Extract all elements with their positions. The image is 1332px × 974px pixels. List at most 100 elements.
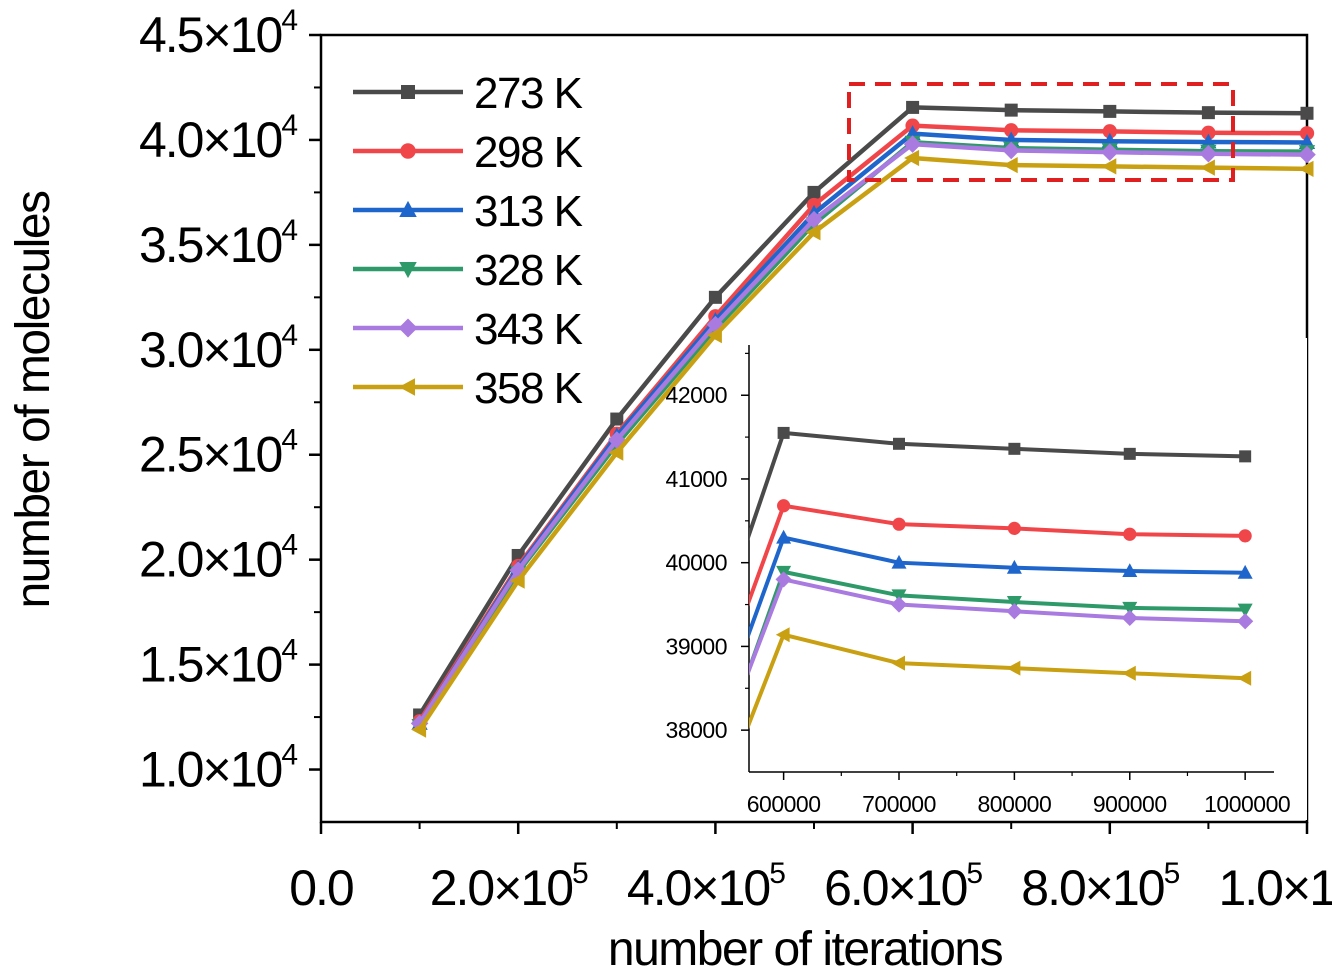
inset-x-tick-label: 1000000 — [1204, 791, 1290, 817]
inset-data-point — [1237, 670, 1252, 686]
legend-marker — [399, 200, 417, 217]
data-point — [509, 572, 525, 589]
inset-data-point — [1239, 450, 1252, 463]
inset-data-point — [1237, 613, 1254, 630]
legend-item: 328 K — [353, 246, 584, 295]
x-tick-label: 2.0×105 — [430, 857, 588, 916]
legend-label: 298 K — [474, 128, 583, 177]
y-tick-label: 2.5×104 — [139, 424, 297, 483]
inset-plot-area: 38000 39000 40000 41000 42000 600000 700000 800… — [666, 345, 1291, 817]
data-point — [903, 135, 922, 153]
data-point — [1103, 104, 1117, 118]
data-point — [1199, 159, 1215, 176]
data-point — [1298, 145, 1316, 164]
inset-series-line — [749, 632, 1246, 730]
legend-item: 313 K — [353, 187, 584, 236]
inset-x-tick-label: 700000 — [862, 791, 936, 817]
legend-marker — [399, 262, 417, 279]
y-tick-label: 1.0×104 — [139, 739, 297, 798]
data-point — [904, 149, 920, 167]
legend-marker — [401, 85, 415, 99]
y-tick-label: 2.0×104 — [139, 529, 297, 588]
inset-data-point — [891, 554, 907, 569]
inset-data-point — [893, 437, 905, 450]
inset-series-line — [749, 577, 1246, 676]
inset-x-tick-label: 800000 — [978, 791, 1052, 817]
inset-data-point — [891, 589, 907, 604]
inset-y-tick-label: 38000 — [666, 717, 727, 743]
series-358-k — [411, 149, 1314, 738]
data-point — [706, 326, 722, 344]
legend-item: 273 K — [353, 69, 584, 118]
y-tick-label: 4.5×104 — [139, 4, 297, 63]
legend-label: 343 K — [474, 305, 583, 354]
inset-data-point — [891, 655, 905, 671]
x-tick-label: 0.0 — [289, 860, 353, 916]
y-tick-label: 3.0×104 — [139, 319, 297, 378]
legend-marker — [398, 378, 415, 396]
inset-data-point — [1006, 596, 1022, 610]
inset-series-line — [749, 503, 1246, 607]
x-tick-label: 4.0×105 — [627, 857, 785, 916]
legend-label: 358 K — [474, 364, 583, 413]
inset-y-tick-label: 40000 — [666, 550, 727, 576]
inset-series-298-k — [749, 499, 1252, 607]
data-point — [805, 224, 821, 241]
inset-series-358-k — [749, 627, 1252, 730]
data-point — [1201, 125, 1216, 140]
x-tick-label: 1.0×106 — [1218, 857, 1332, 916]
series-line — [417, 141, 1308, 725]
data-point — [1101, 158, 1117, 175]
data-point — [906, 100, 920, 114]
inset-data-point — [1006, 559, 1022, 574]
data-point — [1004, 123, 1019, 138]
inset-data-point — [1123, 527, 1137, 541]
inset-x-tick-label: 600000 — [747, 791, 821, 817]
highlight-box — [847, 82, 1235, 182]
inset-series-313-k — [749, 529, 1253, 639]
x-axis-title: number of iterations — [608, 923, 1003, 974]
y-tick-label: 3.5×104 — [139, 214, 297, 273]
inset-data-point — [892, 517, 906, 531]
legend-item: 343 K — [353, 305, 584, 354]
inset-data-point — [775, 571, 792, 588]
inset-data-point — [1122, 563, 1138, 578]
main-series — [410, 100, 1316, 738]
inset-data-point — [1006, 603, 1023, 620]
data-point — [1300, 106, 1314, 120]
data-point — [1002, 141, 1020, 160]
inset-data-point — [1008, 442, 1021, 455]
data-point — [1298, 160, 1314, 178]
inset-data-point — [890, 596, 908, 613]
inset-data-point — [1123, 447, 1136, 460]
data-point — [1299, 126, 1315, 141]
inset-data-point — [776, 529, 792, 544]
series-line — [417, 105, 1308, 717]
data-point — [610, 412, 624, 426]
y-axis-title: number of molecules — [7, 191, 60, 609]
inset-series-line — [749, 430, 1246, 541]
data-point — [807, 185, 821, 199]
inset-data-point — [775, 627, 790, 643]
legend-marker — [400, 143, 416, 159]
inset-data-point — [1237, 603, 1253, 618]
inset-series-273-k — [749, 426, 1252, 541]
inset-y-tick-label: 42000 — [666, 382, 727, 408]
data-point — [411, 721, 427, 738]
legend-marker — [398, 318, 418, 338]
inset-series-line — [749, 535, 1246, 639]
data-point — [1102, 124, 1117, 139]
inset-data-point — [1121, 609, 1138, 627]
inset-data-point — [1238, 529, 1252, 543]
legend-item: 298 K — [353, 128, 584, 177]
data-point — [608, 431, 626, 449]
inset-y-tick-label: 41000 — [666, 466, 727, 492]
inset-background — [737, 338, 1307, 820]
legend-label: 328 K — [474, 246, 583, 295]
data-point — [608, 444, 624, 461]
legend-item: 358 K — [353, 364, 584, 413]
y-tick-label: 4.0×104 — [139, 109, 297, 168]
inset-data-point — [1006, 660, 1021, 676]
main-ticks: 1.0×104 1.5×104 2.0×104 2.5×104 3.0×104 3.5×1… — [139, 4, 1332, 916]
